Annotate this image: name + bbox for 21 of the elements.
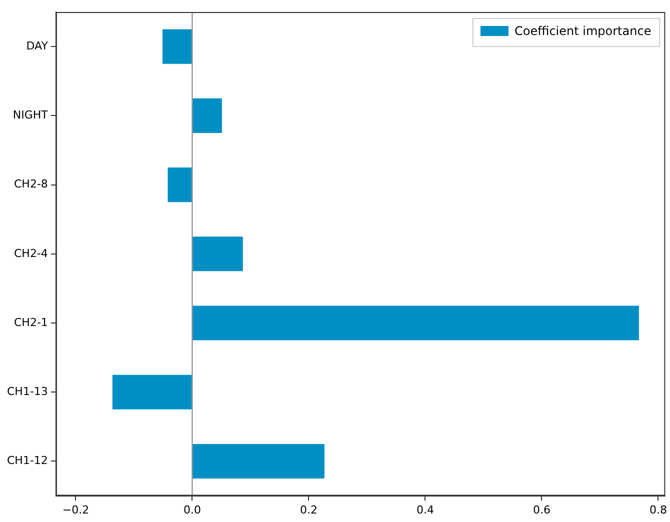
y-tick-label: CH2-4 bbox=[14, 246, 48, 260]
bar bbox=[192, 98, 222, 133]
y-tick-label: CH2-1 bbox=[14, 316, 48, 329]
y-tick-label: CH2-8 bbox=[14, 178, 48, 191]
bar bbox=[168, 168, 192, 202]
x-tick-label: 0.0 bbox=[183, 503, 201, 516]
bar bbox=[192, 444, 324, 479]
bar bbox=[192, 236, 243, 272]
legend-label: Coefficient importance bbox=[514, 24, 652, 38]
x-tick-label: 0.8 bbox=[649, 503, 667, 516]
bar bbox=[112, 374, 192, 410]
x-tick-label: 0.2 bbox=[300, 503, 318, 516]
y-tick-label: CH1-12 bbox=[6, 454, 48, 468]
y-tick-label: NIGHT bbox=[12, 108, 48, 122]
x-tick-label: −0.2 bbox=[62, 503, 90, 516]
bar bbox=[192, 306, 639, 340]
bar bbox=[162, 29, 192, 64]
x-tick-label: 0.4 bbox=[416, 503, 434, 516]
y-tick-label: CH1-13 bbox=[6, 384, 48, 398]
x-tick-label: 0.6 bbox=[532, 503, 550, 516]
y-tick-label: DAY bbox=[26, 39, 48, 52]
